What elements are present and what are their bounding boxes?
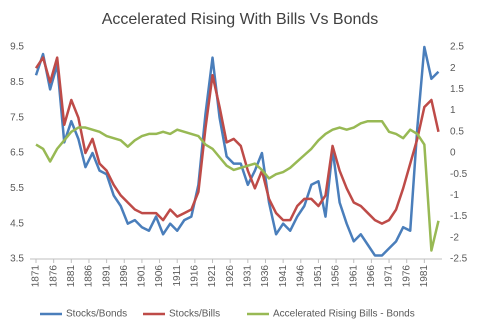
x-tick-label: 1871 <box>31 265 42 288</box>
x-tick-label: 1886 <box>84 265 95 288</box>
x-tick-label: 1876 <box>48 265 59 288</box>
y-tick-label: 7.5 <box>10 112 24 123</box>
y-tick-label: 4.5 <box>10 218 24 229</box>
x-tick-label: 1961 <box>348 265 359 288</box>
x-tick-label: 1916 <box>190 265 201 288</box>
x-tick-label: 1911 <box>172 265 183 287</box>
y2-tick-label: -1.5 <box>450 211 468 222</box>
y-tick-label: 6.5 <box>10 148 24 159</box>
x-tick-label: 1946 <box>295 265 306 288</box>
y2-tick-label: -2.5 <box>450 254 468 265</box>
y2-tick-label: -2 <box>450 232 459 243</box>
y2-tick-label: 2 <box>450 63 456 74</box>
y2-tick-label: 0.5 <box>450 126 464 137</box>
x-tick-label: 1936 <box>260 265 271 288</box>
series-line <box>34 45 440 257</box>
x-tick-label: 1971 <box>384 265 395 288</box>
x-tick-label: 1901 <box>137 265 148 288</box>
y-tick-label: 5.5 <box>10 183 24 194</box>
series-line <box>35 119 440 252</box>
series-line <box>34 56 440 225</box>
y-tick-label: 9.5 <box>10 42 24 53</box>
chart-title: Accelerated Rising With Bills Vs Bonds <box>102 11 379 28</box>
x-tick-label: 1881 <box>66 265 77 288</box>
y-tick-label: 3.5 <box>10 254 24 265</box>
x-tick-label: 1906 <box>154 265 165 288</box>
x-tick-label: 1966 <box>366 265 377 288</box>
x-tick-label: 1926 <box>225 265 236 288</box>
x-tick-label: 1921 <box>207 265 218 288</box>
y2-tick-label: -1 <box>450 190 459 201</box>
x-tick-label: 1896 <box>119 265 130 288</box>
legend-label: Stocks/Bills <box>169 309 220 320</box>
x-tick-label: 1931 <box>242 265 253 288</box>
legend-label: Stocks/Bonds <box>66 309 127 320</box>
y2-tick-label: 0 <box>450 148 456 159</box>
x-tick-label: 1956 <box>331 265 342 288</box>
y2-tick-label: 1 <box>450 105 456 116</box>
y-tick-label: 8.5 <box>10 77 24 88</box>
y2-tick-label: 1.5 <box>450 84 464 95</box>
x-tick-label: 1891 <box>101 265 112 288</box>
x-tick-label: 1976 <box>401 265 412 288</box>
x-tick-label: 1941 <box>278 265 289 288</box>
x-tick-label: 1981 <box>419 265 430 288</box>
y2-tick-label: -0.5 <box>450 169 468 180</box>
x-tick-label: 1951 <box>313 265 324 288</box>
legend-label: Accelerated Rising Bills - Bonds <box>273 309 415 320</box>
y2-tick-label: 2.5 <box>450 42 464 53</box>
